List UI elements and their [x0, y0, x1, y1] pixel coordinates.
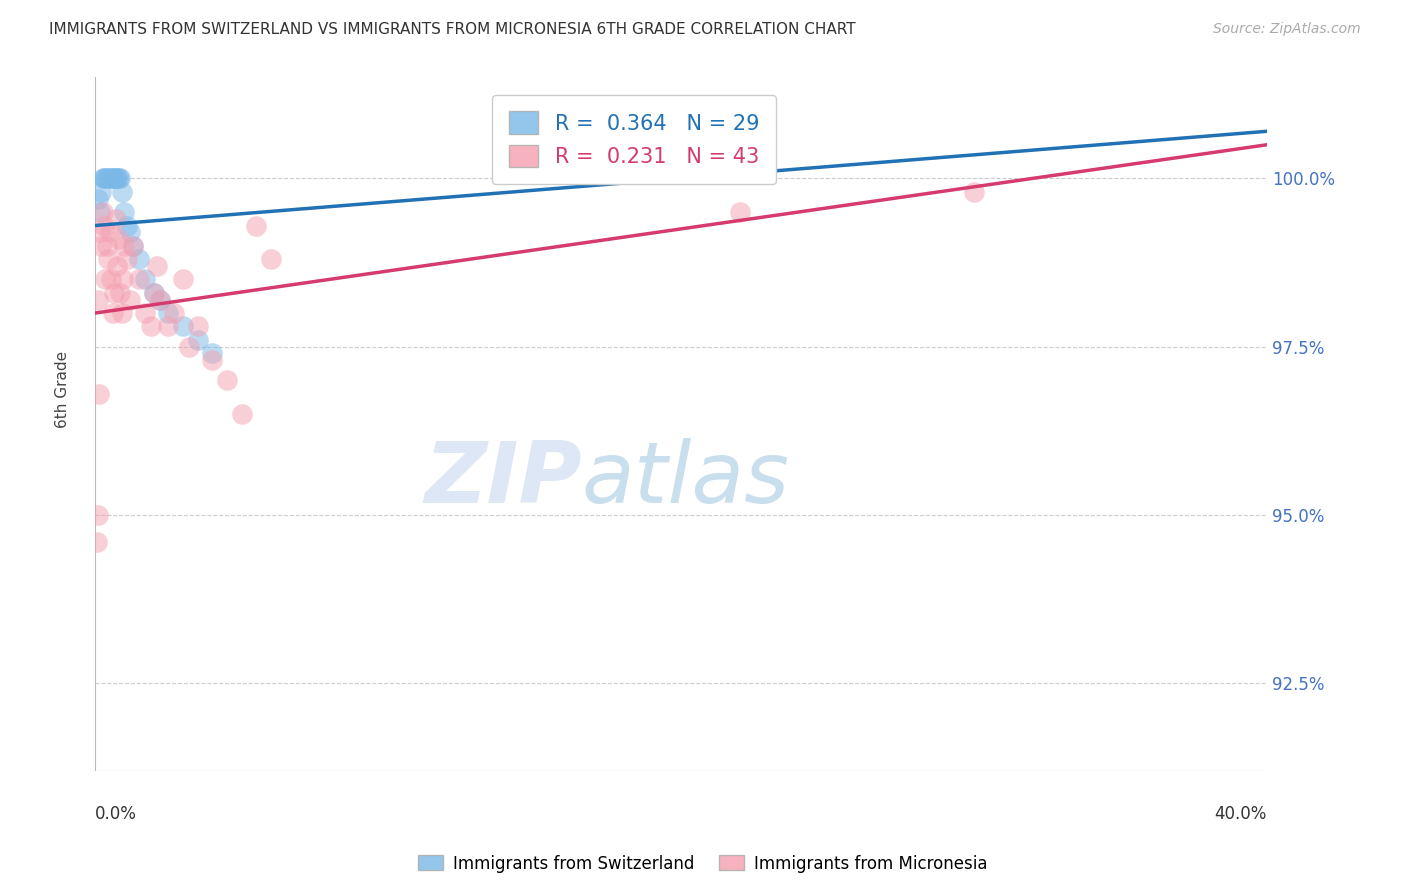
- Point: [201, 353, 224, 368]
- Point: [96, 171, 118, 186]
- Point: [145, 259, 167, 273]
- Point: [215, 373, 238, 387]
- Point: [94, 171, 117, 186]
- Point: [117, 252, 139, 267]
- Point: [120, 225, 142, 239]
- Point: [245, 219, 267, 233]
- Point: [107, 232, 129, 246]
- Point: [104, 171, 127, 186]
- Point: [114, 238, 136, 252]
- Point: [101, 306, 124, 320]
- Point: [98, 225, 121, 239]
- Point: [122, 238, 145, 252]
- Point: [93, 171, 115, 186]
- Point: [122, 238, 145, 252]
- Point: [139, 319, 162, 334]
- Point: [110, 306, 132, 320]
- Point: [105, 171, 128, 186]
- Point: [177, 340, 200, 354]
- Point: [87, 192, 110, 206]
- Point: [97, 252, 120, 267]
- Point: [94, 272, 117, 286]
- Point: [142, 285, 165, 300]
- Text: ZIP: ZIP: [423, 438, 582, 521]
- Legend: R =  0.364   N = 29, R =  0.231   N = 43: R = 0.364 N = 29, R = 0.231 N = 43: [492, 95, 776, 184]
- Text: Source: ZipAtlas.com: Source: ZipAtlas.com: [1213, 22, 1361, 37]
- Point: [100, 171, 122, 186]
- Point: [96, 238, 118, 252]
- Point: [108, 285, 131, 300]
- Point: [90, 238, 112, 252]
- Text: atlas: atlas: [582, 438, 789, 521]
- Point: [89, 205, 111, 219]
- Point: [91, 205, 114, 219]
- Point: [103, 171, 125, 186]
- Point: [149, 293, 172, 307]
- Point: [90, 185, 112, 199]
- Point: [110, 185, 132, 199]
- Point: [134, 272, 156, 286]
- Point: [728, 205, 751, 219]
- Point: [728, 151, 751, 165]
- Point: [101, 171, 124, 186]
- Text: 6th Grade: 6th Grade: [55, 351, 70, 428]
- Point: [91, 171, 114, 186]
- Point: [100, 272, 122, 286]
- Point: [128, 272, 150, 286]
- Point: [142, 285, 165, 300]
- Point: [963, 185, 986, 199]
- Point: [201, 346, 224, 360]
- Point: [103, 285, 125, 300]
- Point: [87, 386, 110, 401]
- Point: [86, 535, 108, 549]
- Point: [172, 319, 194, 334]
- Point: [104, 211, 127, 226]
- Text: 0.0%: 0.0%: [96, 805, 136, 823]
- Point: [120, 293, 142, 307]
- Point: [89, 225, 111, 239]
- Point: [128, 252, 150, 267]
- Point: [157, 319, 180, 334]
- Point: [87, 293, 110, 307]
- Point: [187, 333, 209, 347]
- Point: [260, 252, 283, 267]
- Point: [149, 293, 172, 307]
- Point: [231, 407, 253, 421]
- Text: 40.0%: 40.0%: [1215, 805, 1267, 823]
- Point: [107, 171, 129, 186]
- Point: [114, 205, 136, 219]
- Point: [105, 259, 128, 273]
- Point: [172, 272, 194, 286]
- Point: [163, 306, 186, 320]
- Point: [93, 219, 115, 233]
- Point: [134, 306, 156, 320]
- Point: [117, 219, 139, 233]
- Point: [108, 171, 131, 186]
- Point: [157, 306, 180, 320]
- Point: [86, 508, 108, 522]
- Point: [98, 171, 121, 186]
- Text: IMMIGRANTS FROM SWITZERLAND VS IMMIGRANTS FROM MICRONESIA 6TH GRADE CORRELATION : IMMIGRANTS FROM SWITZERLAND VS IMMIGRANT…: [49, 22, 856, 37]
- Point: [187, 319, 209, 334]
- Point: [111, 272, 134, 286]
- Legend: Immigrants from Switzerland, Immigrants from Micronesia: Immigrants from Switzerland, Immigrants …: [412, 848, 994, 880]
